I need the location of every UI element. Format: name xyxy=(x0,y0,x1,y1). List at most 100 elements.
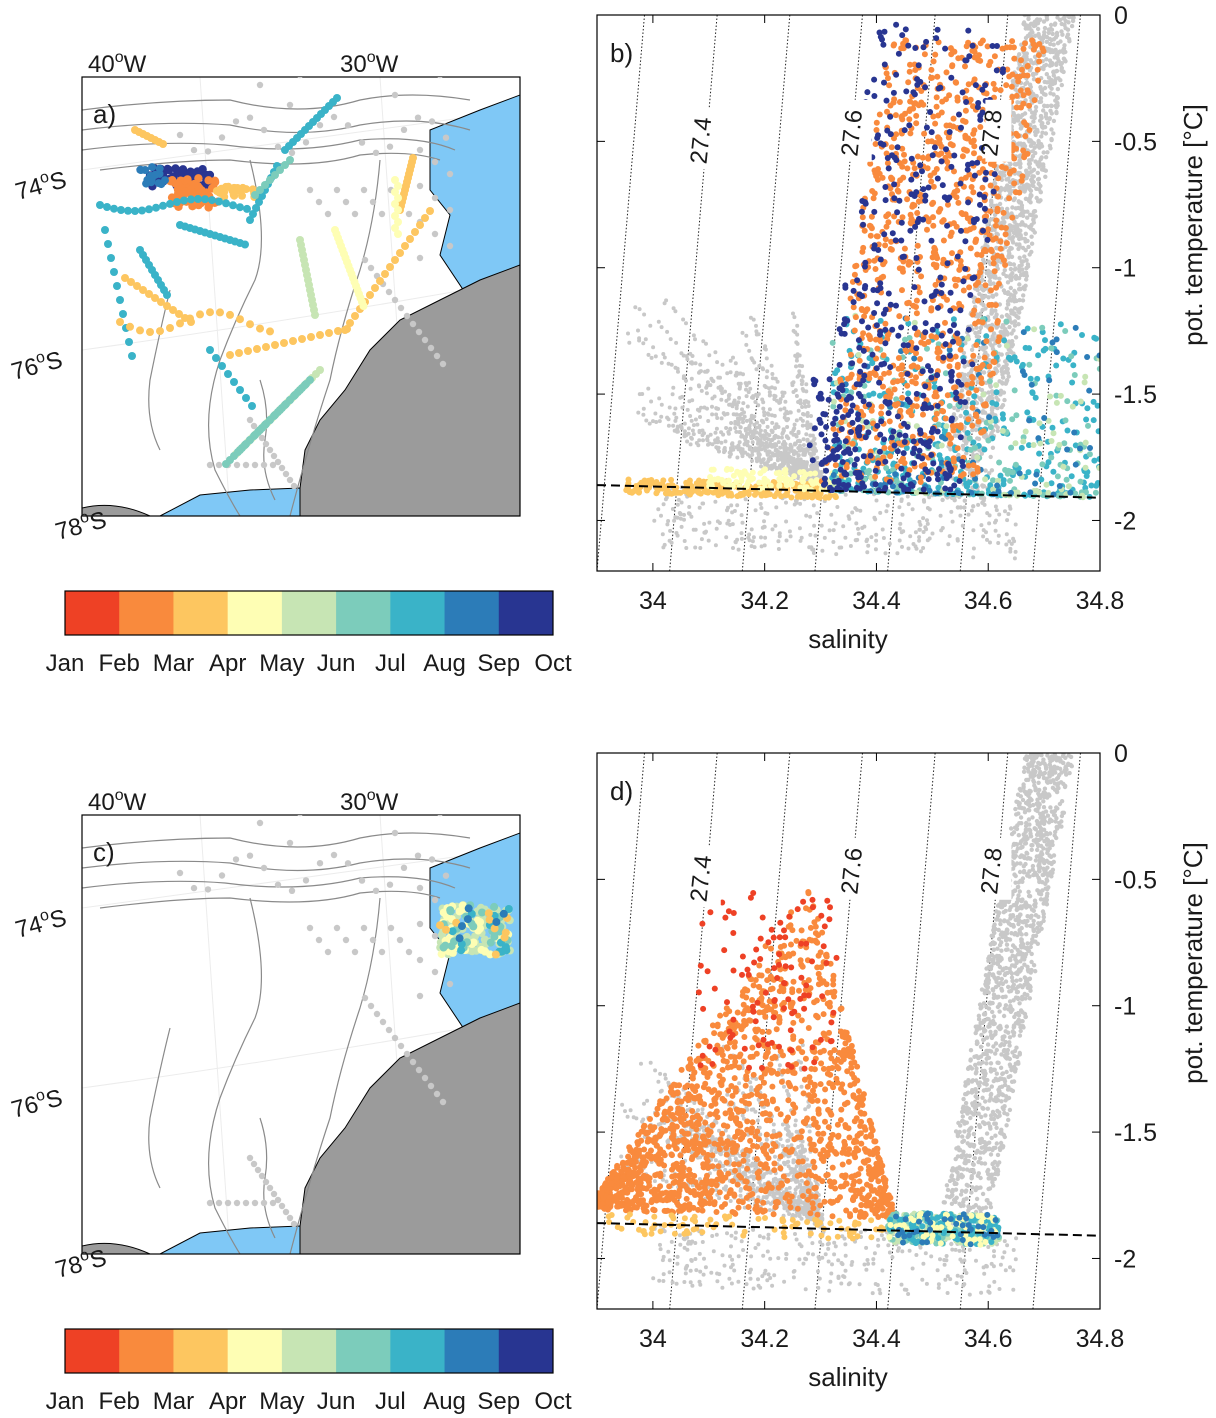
data-point xyxy=(987,424,994,431)
map-background-point xyxy=(396,936,404,944)
map-background-point xyxy=(206,461,214,469)
data-point xyxy=(935,484,942,491)
data-point xyxy=(882,236,889,243)
data-point xyxy=(963,409,970,416)
map-background-point xyxy=(250,1160,258,1168)
background-point xyxy=(1007,324,1012,330)
background-point xyxy=(998,388,1004,393)
data-point xyxy=(979,184,986,191)
map-track-point xyxy=(500,933,509,942)
map-track-point xyxy=(253,345,261,353)
map-track-point xyxy=(116,296,124,304)
background-point xyxy=(969,508,974,513)
background-point xyxy=(705,380,710,385)
map-track-point xyxy=(208,196,216,205)
data-point xyxy=(1030,442,1037,448)
colorbar-tick-label: May xyxy=(259,1388,304,1415)
background-point xyxy=(1002,173,1007,178)
data-point xyxy=(1064,398,1071,405)
background-point xyxy=(659,513,663,518)
data-point xyxy=(757,470,764,477)
background-point xyxy=(841,524,846,529)
data-point xyxy=(1020,329,1027,336)
background-point xyxy=(811,446,816,451)
background-point xyxy=(820,548,825,553)
data-point xyxy=(1008,489,1014,496)
background-point xyxy=(1023,277,1029,282)
background-point xyxy=(809,545,814,550)
map-track-point xyxy=(366,291,374,299)
background-point xyxy=(697,505,702,510)
lon-label: 40oW xyxy=(88,49,147,78)
background-point xyxy=(756,439,761,444)
background-point xyxy=(1020,259,1026,264)
background-point xyxy=(742,410,746,415)
background-point xyxy=(688,442,693,447)
background-point xyxy=(1059,29,1064,34)
colorbar-swatch xyxy=(390,591,446,635)
background-point xyxy=(674,340,679,345)
map-track-point xyxy=(256,324,264,333)
map-background-point xyxy=(403,312,411,320)
background-point xyxy=(1048,22,1054,28)
background-point xyxy=(980,347,986,352)
background-point xyxy=(1031,217,1036,222)
background-point xyxy=(713,350,718,355)
background-point xyxy=(1028,212,1033,217)
background-point xyxy=(736,381,741,386)
background-point xyxy=(642,312,647,317)
background-point xyxy=(767,390,772,395)
map-track-point xyxy=(394,218,402,226)
background-point xyxy=(684,321,688,326)
data-point xyxy=(1019,361,1026,368)
map-track-point xyxy=(121,274,129,282)
background-point xyxy=(1012,196,1017,201)
background-point xyxy=(1014,214,1019,220)
map-track-point xyxy=(145,205,153,214)
background-point xyxy=(764,356,769,361)
background-point xyxy=(958,513,963,518)
background-point xyxy=(960,523,965,528)
background-point xyxy=(752,545,757,550)
data-point xyxy=(1012,440,1019,447)
map-background-point xyxy=(414,114,422,121)
data-point xyxy=(1009,416,1016,423)
background-point xyxy=(1031,125,1037,130)
background-point xyxy=(988,540,992,545)
background-point xyxy=(671,385,676,390)
background-point xyxy=(1011,328,1016,333)
map-track-point xyxy=(255,198,263,206)
data-point xyxy=(1068,353,1075,360)
data-point xyxy=(957,258,964,264)
data-point xyxy=(993,284,1000,291)
data-point xyxy=(1043,481,1050,488)
colorbar-tick-label: May xyxy=(259,650,304,677)
data-point xyxy=(832,494,839,501)
map-track-point xyxy=(307,333,315,341)
data-point xyxy=(928,178,935,185)
map-track-point xyxy=(276,166,284,174)
background-point xyxy=(988,383,993,388)
data-point xyxy=(729,482,736,489)
data-point xyxy=(725,490,731,497)
data-point xyxy=(1049,339,1056,346)
background-point xyxy=(762,346,767,351)
data-point xyxy=(913,297,920,304)
background-point xyxy=(737,430,742,434)
map-track-point xyxy=(291,391,299,399)
map-track-point xyxy=(174,189,183,198)
background-point xyxy=(778,407,783,412)
map-track-point xyxy=(230,378,238,386)
data-point xyxy=(1001,337,1008,344)
background-point xyxy=(764,431,769,436)
background-point xyxy=(770,527,775,532)
map-track-point xyxy=(463,915,472,924)
background-point xyxy=(738,425,743,430)
map-track-point xyxy=(391,224,399,232)
background-point xyxy=(649,355,654,360)
background-point xyxy=(785,418,789,423)
background-point xyxy=(1023,35,1029,41)
background-point xyxy=(994,508,999,513)
background-point xyxy=(772,393,777,398)
background-point xyxy=(962,505,967,510)
